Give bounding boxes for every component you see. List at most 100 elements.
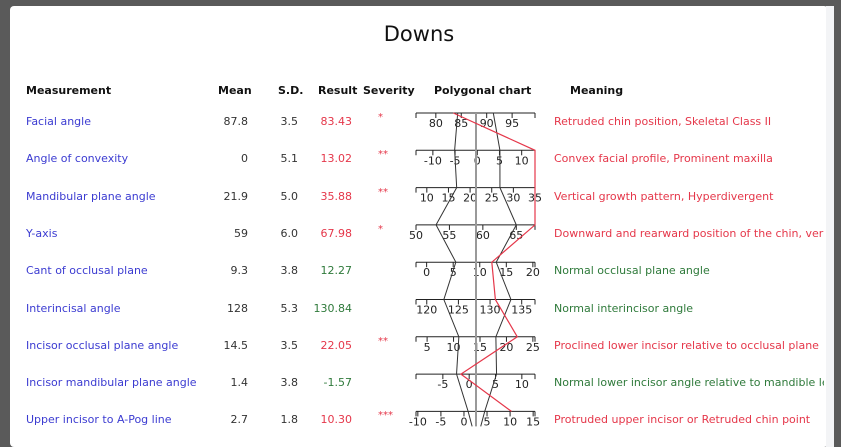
mean-value: 0 bbox=[241, 152, 248, 166]
result-value: -1.57 bbox=[323, 376, 352, 390]
result-value: 13.02 bbox=[320, 152, 353, 166]
mean-value: 128 bbox=[227, 301, 248, 315]
tick-label: 0 bbox=[466, 378, 473, 391]
meaning-text: Protruded upper incisor or Retruded chin… bbox=[554, 413, 811, 427]
tick-label: 5 bbox=[450, 266, 457, 279]
sd-value: 3.5 bbox=[280, 115, 299, 128]
page-title: Downs bbox=[383, 22, 455, 46]
severity-stars: ** bbox=[378, 149, 388, 161]
tick-label: 30 bbox=[506, 192, 520, 205]
tick-label: -5 bbox=[435, 415, 446, 428]
severity-stars: * bbox=[378, 223, 383, 235]
tick-label: 15 bbox=[441, 192, 455, 205]
tick-label: 15 bbox=[526, 415, 540, 428]
meaning-text: Normal interincisor angle bbox=[554, 301, 694, 315]
result-value: 83.43 bbox=[320, 115, 353, 128]
tick-label: 55 bbox=[442, 229, 456, 242]
tick-label: 10 bbox=[447, 341, 461, 354]
tick-label: 25 bbox=[485, 192, 499, 205]
tick-label: 125 bbox=[448, 304, 469, 317]
header-severity: Severity bbox=[363, 84, 415, 97]
result-line bbox=[453, 112, 536, 412]
tick-label: 5 bbox=[484, 415, 491, 428]
meaning-text: Proclined lower incisor relative to occl… bbox=[554, 338, 819, 352]
tick-label: 0 bbox=[460, 415, 467, 428]
tick-label: 10 bbox=[420, 192, 434, 205]
tick-label: 130 bbox=[480, 304, 501, 317]
minus-sd-polygon-line bbox=[435, 112, 473, 427]
measurement-link[interactable]: Cant of occlusal plane bbox=[26, 264, 148, 278]
mean-value: 1.4 bbox=[230, 376, 249, 390]
measurement-link[interactable]: Mandibular plane angle bbox=[26, 189, 156, 203]
sd-value: 3.5 bbox=[280, 338, 299, 352]
mean-value: 14.5 bbox=[223, 338, 249, 352]
tick-label: 120 bbox=[416, 304, 437, 317]
result-value: 67.98 bbox=[320, 226, 353, 240]
tick-label: 10 bbox=[503, 415, 517, 428]
sd-value: 5.1 bbox=[280, 152, 299, 166]
tick-label: 25 bbox=[526, 341, 540, 354]
tick-label: 5 bbox=[424, 341, 431, 354]
header-result: Result bbox=[318, 84, 358, 97]
meaning-text: Normal occlusal plane angle bbox=[554, 264, 710, 278]
header-sd: S.D. bbox=[278, 84, 304, 97]
measurement-link[interactable]: Upper incisor to A-Pog line bbox=[26, 413, 172, 427]
sd-value: 1.8 bbox=[280, 413, 299, 427]
tick-label: 50 bbox=[409, 229, 423, 242]
tick-label: 85 bbox=[454, 117, 468, 130]
tick-label: 15 bbox=[499, 266, 513, 279]
measurement-link[interactable]: Y-axis bbox=[26, 226, 58, 240]
sd-value: 3.8 bbox=[280, 264, 299, 278]
meaning-text: Normal lower incisor angle relative to m… bbox=[554, 376, 824, 390]
result-value: 130.84 bbox=[313, 301, 353, 315]
tick-label: 135 bbox=[511, 304, 532, 317]
downs-panel: Downs bbox=[10, 6, 828, 447]
plus-sd-polygon-line bbox=[480, 112, 517, 427]
result-value: 35.88 bbox=[320, 189, 353, 203]
tick-label: 60 bbox=[476, 229, 490, 242]
tick-label: -10 bbox=[409, 415, 427, 428]
measurement-link[interactable]: Interincisal angle bbox=[26, 301, 121, 315]
severity-stars: *** bbox=[378, 410, 393, 422]
severity-stars: * bbox=[378, 112, 383, 123]
severity-stars: ** bbox=[378, 335, 388, 347]
tick-label: 10 bbox=[515, 154, 529, 167]
sd-value: 6.0 bbox=[280, 226, 299, 240]
measurement-link[interactable]: Incisor occlusal plane angle bbox=[26, 338, 179, 352]
tick-label: 10 bbox=[473, 266, 487, 279]
measurement-link[interactable]: Angle of convexity bbox=[26, 152, 129, 166]
scrollbar-track[interactable] bbox=[826, 6, 834, 447]
tick-label: 5 bbox=[492, 378, 499, 391]
meaning-text: Retruded chin position, Skeletal Class I… bbox=[554, 115, 772, 128]
mean-value: 2.7 bbox=[230, 413, 249, 427]
mean-value: 59 bbox=[234, 226, 248, 240]
header-polygonal-chart: Polygonal chart bbox=[434, 84, 532, 97]
meaning-text: Downward and rearward position of the ch… bbox=[554, 226, 824, 240]
tick-label: 20 bbox=[463, 192, 477, 205]
severity-stars: ** bbox=[378, 186, 388, 198]
meaning-text: Convex facial profile, Prominent maxilla bbox=[554, 152, 773, 166]
result-value: 12.27 bbox=[320, 264, 353, 278]
measurement-link[interactable]: Incisor mandibular plane angle bbox=[26, 376, 197, 390]
tick-label: 10 bbox=[515, 378, 529, 391]
tick-label: 0 bbox=[474, 154, 481, 167]
header-mean: Mean bbox=[218, 84, 252, 97]
tick-label: 95 bbox=[505, 117, 519, 130]
meaning-text: Vertical growth pattern, Hyperdivergent bbox=[554, 189, 774, 203]
tick-label: -5 bbox=[437, 378, 448, 391]
mean-value: 21.9 bbox=[223, 189, 249, 203]
tick-label: 20 bbox=[526, 266, 540, 279]
tick-label: 20 bbox=[499, 341, 513, 354]
tick-label: 0 bbox=[423, 266, 430, 279]
sd-value: 3.8 bbox=[280, 376, 299, 390]
measurement-link[interactable]: Facial angle bbox=[26, 115, 91, 128]
header-measurement: Measurement bbox=[26, 84, 112, 97]
mean-value: 87.8 bbox=[223, 115, 249, 128]
result-value: 10.30 bbox=[320, 413, 353, 427]
result-value: 22.05 bbox=[320, 338, 353, 352]
tick-label: 65 bbox=[509, 229, 523, 242]
tick-label: -10 bbox=[424, 154, 442, 167]
header-meaning: Meaning bbox=[570, 84, 624, 97]
tick-label: 80 bbox=[429, 117, 443, 130]
